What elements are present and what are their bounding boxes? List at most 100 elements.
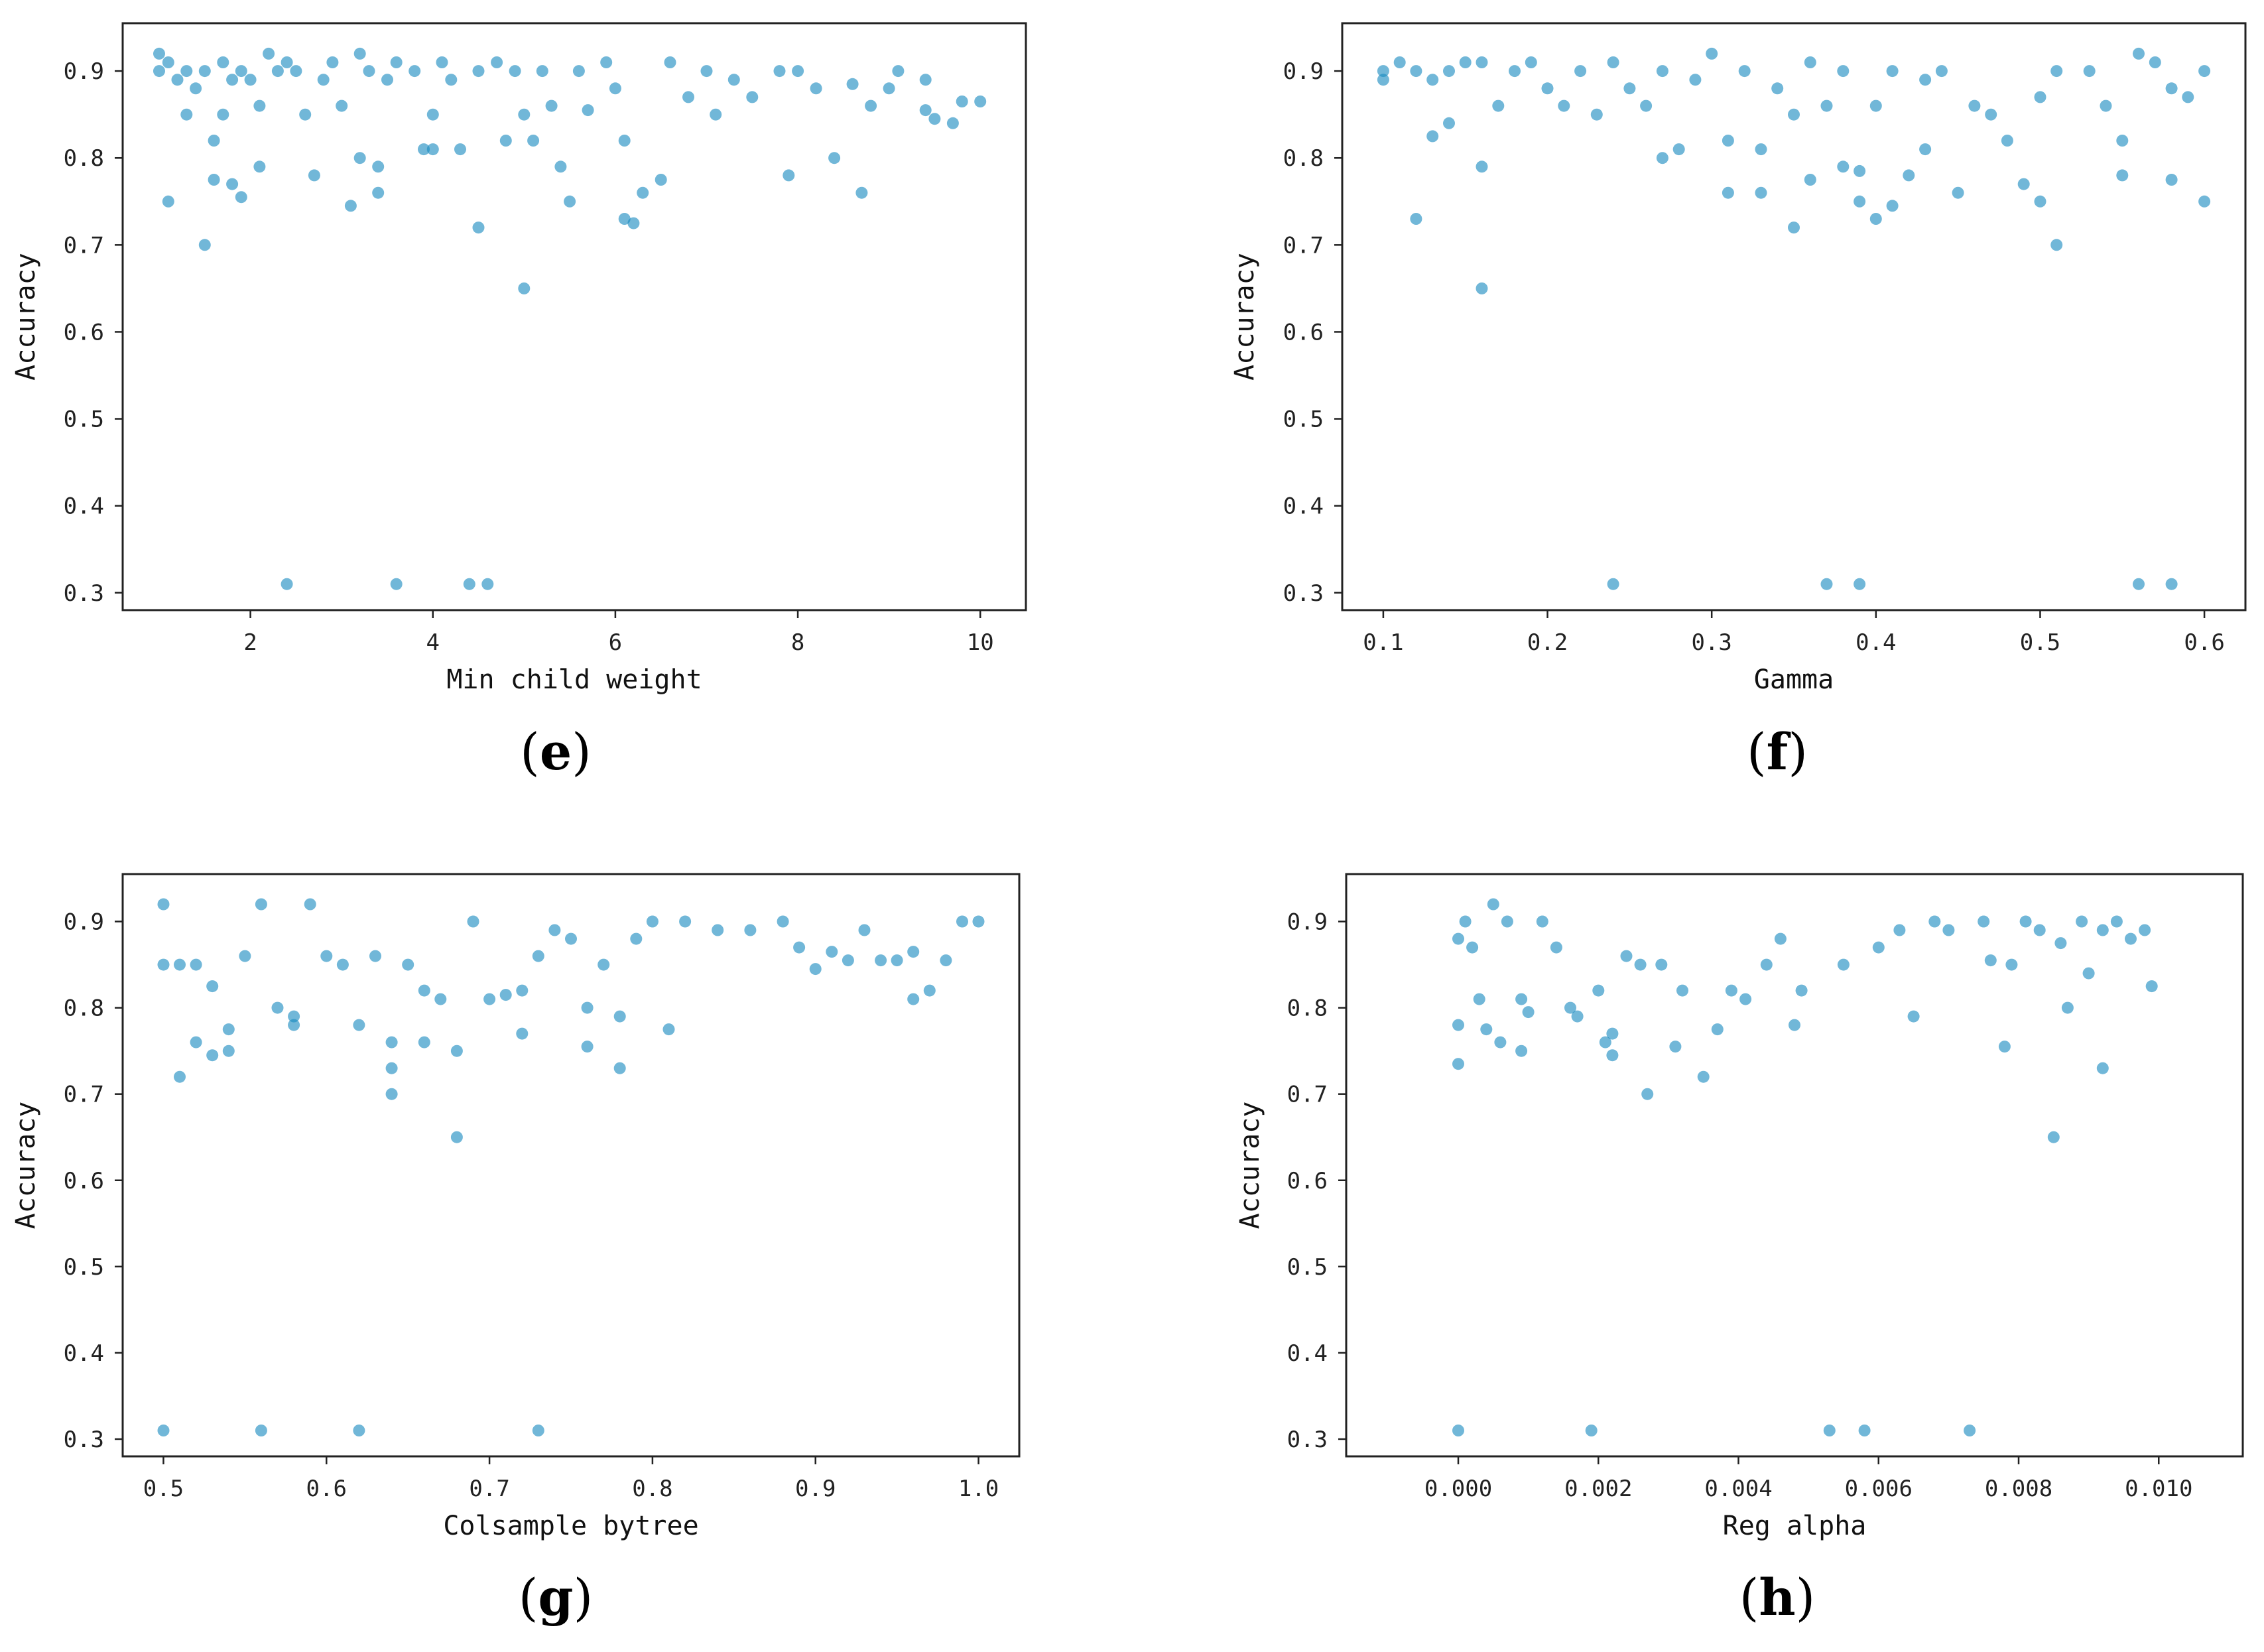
y-tick-label: 0.3 — [64, 580, 104, 607]
data-point — [907, 946, 920, 958]
data-point — [1669, 1041, 1682, 1053]
data-point — [842, 954, 854, 967]
data-point — [809, 963, 822, 976]
data-point — [226, 74, 239, 86]
data-point — [1515, 993, 1528, 1005]
panel-h: 0.000 0.002 0.004 0.006 0.008 0.010 0.3 0.4 0.5 0… — [1235, 873, 2244, 1627]
data-point — [1952, 186, 1964, 199]
data-point — [581, 1041, 594, 1053]
y-axis-title: Accuracy — [11, 253, 41, 381]
data-point — [153, 65, 165, 78]
data-point — [891, 954, 903, 967]
data-point — [744, 924, 757, 936]
data-point — [600, 56, 613, 68]
data-point — [1476, 282, 1488, 294]
data-point — [1755, 186, 1767, 199]
data-point — [627, 217, 640, 229]
data-point — [1393, 56, 1406, 68]
data-point — [2033, 924, 2046, 936]
data-point — [613, 1010, 626, 1023]
data-point — [1804, 174, 1816, 186]
y-tick-label: 0.5 — [1287, 1254, 1328, 1281]
data-point — [826, 946, 838, 958]
data-point — [828, 152, 841, 164]
data-point — [190, 1036, 202, 1048]
data-point — [1656, 152, 1668, 164]
data-point — [2139, 924, 2151, 936]
data-point — [956, 915, 968, 928]
data-point — [1978, 915, 1990, 928]
data-point — [664, 56, 676, 68]
data-point — [2054, 937, 2067, 950]
y-tick-label: 0.4 — [1283, 493, 1324, 520]
panel-e: 2 4 6 8 10 0.3 0.4 0.5 0.6 0.7 0.8 0.9 Min child wei… — [11, 22, 1027, 781]
data-point — [1788, 222, 1800, 234]
data-point — [2125, 932, 2137, 945]
data-point — [1903, 169, 1915, 182]
x-axis-title: Min child weight — [446, 665, 702, 695]
data-point — [1515, 1045, 1528, 1057]
data-point — [1738, 65, 1751, 78]
data-point — [271, 65, 284, 78]
data-point — [426, 143, 439, 156]
data-point — [846, 78, 859, 90]
data-point — [1466, 941, 1479, 954]
y-tick-label: 0.8 — [64, 145, 104, 172]
data-point — [454, 143, 466, 156]
data-point — [682, 91, 694, 103]
panel-g: 0.5 0.6 0.7 0.8 0.9 1.0 0.3 0.4 0.5 0.6 0.7 0.8 0.9 C… — [11, 873, 1021, 1627]
data-point — [1725, 984, 1737, 997]
data-point — [1655, 958, 1668, 971]
data-point — [290, 65, 302, 78]
data-point — [499, 135, 512, 147]
data-point — [2149, 56, 2161, 68]
data-point — [344, 200, 357, 212]
data-point — [1473, 993, 1485, 1005]
data-point — [1426, 74, 1439, 86]
data-point — [271, 1001, 284, 1014]
data-point — [372, 160, 385, 173]
data-point — [1755, 143, 1767, 156]
x-axis-title: Gamma — [1754, 665, 1834, 695]
data-point — [1607, 56, 1619, 68]
data-point — [536, 65, 548, 78]
data-point — [1522, 1006, 1535, 1019]
data-point — [157, 898, 170, 911]
data-point — [481, 578, 494, 590]
data-point — [923, 984, 936, 997]
data-point — [390, 578, 403, 590]
scatter-points — [1452, 898, 2158, 1436]
data-point — [1789, 1019, 1800, 1031]
data-point — [190, 82, 202, 95]
data-point — [1854, 164, 1866, 177]
data-point — [2034, 195, 2046, 208]
y-tick-label: 0.8 — [1287, 995, 1328, 1022]
x-tick-label: 0.5 — [143, 1476, 184, 1502]
data-point — [609, 82, 621, 95]
data-point — [1410, 213, 1422, 225]
data-point — [2198, 195, 2211, 208]
data-point — [162, 195, 174, 208]
data-point — [1771, 82, 1784, 95]
panel-label: (f) — [1747, 722, 1808, 781]
data-point — [1443, 65, 1455, 78]
data-point — [2034, 91, 2046, 103]
data-point — [1492, 99, 1505, 112]
data-point — [198, 65, 211, 78]
data-point — [180, 108, 193, 121]
data-point — [613, 1062, 626, 1074]
data-point — [1722, 186, 1734, 199]
data-point — [253, 99, 266, 112]
y-tick-label: 0.9 — [1287, 909, 1328, 936]
x-tick-label: 0.008 — [1985, 1476, 2052, 1502]
x-tick-label: 0.6 — [306, 1476, 347, 1502]
data-point — [445, 74, 458, 86]
data-point — [581, 1001, 594, 1014]
data-point — [2110, 915, 2123, 928]
data-point — [281, 578, 293, 590]
y-tick-label: 0.3 — [64, 1427, 104, 1453]
data-point — [450, 1045, 463, 1057]
data-point — [353, 47, 366, 60]
data-point — [402, 958, 414, 971]
data-point — [858, 924, 871, 936]
